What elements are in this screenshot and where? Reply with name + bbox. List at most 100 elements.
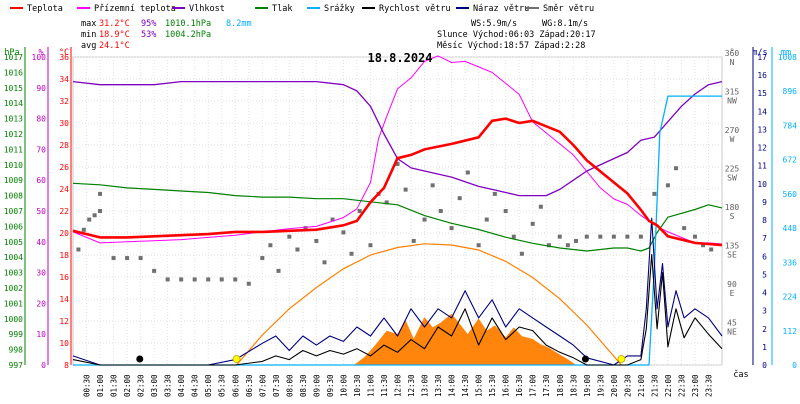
wind-dir-mark <box>701 243 706 248</box>
legend-label: Rychlost větru <box>379 4 451 14</box>
ms-tick-label: 17 <box>757 53 767 62</box>
x-tick-label: 21:00 <box>637 374 646 397</box>
temp-tick-label: 36 <box>59 53 69 62</box>
dir-tick-label: 360 <box>725 49 740 58</box>
wind-dir-mark <box>98 209 103 213</box>
x-tick-label: 18:00 <box>556 374 565 397</box>
wind-dir-mark <box>511 234 516 239</box>
temp-tick-label: 16 <box>59 273 69 282</box>
pct-axis-label: % <box>38 48 43 58</box>
x-tick-label: 07:30 <box>272 374 281 397</box>
temp-tick-label: 10 <box>59 339 69 348</box>
ms-tick-label: 7 <box>762 234 767 243</box>
wind-dir-mark <box>246 281 251 286</box>
wind-dir-mark <box>674 166 679 171</box>
dir-tick-name: S <box>730 212 735 221</box>
x-tick-label: 13:00 <box>421 374 430 397</box>
x-tick-label: 17:00 <box>529 374 538 397</box>
wind-dir-mark <box>368 243 373 248</box>
x-tick-label: 22:30 <box>677 374 686 397</box>
wind-dir-mark <box>403 187 408 192</box>
ms-tick-label: 2 <box>762 325 767 334</box>
wind-dir-mark <box>665 183 670 188</box>
pct-tick-label: 70 <box>36 145 46 154</box>
legend-label: Náraz větru <box>473 4 529 14</box>
hpa-tick-label: 1005 <box>4 238 23 247</box>
stats-avg-temp: 24.1°C <box>99 41 130 51</box>
hpa-tick-label: 1002 <box>4 284 23 293</box>
hpa-tick-label: 1003 <box>4 269 23 278</box>
stats-max-press: 1010.1hPa <box>165 19 211 29</box>
x-tick-label: 17:30 <box>542 374 551 397</box>
axes: hPa9979989991000100110021003100410051006… <box>4 47 797 397</box>
hpa-tick-label: 1017 <box>4 53 23 62</box>
wind-dir-mark <box>557 234 562 239</box>
sunset-marker <box>617 355 626 363</box>
temp-tick-label: 14 <box>59 295 69 304</box>
wind-dir-mark <box>357 209 362 213</box>
wind-dir-mark <box>682 226 687 231</box>
x-tick-label: 20:30 <box>623 374 632 397</box>
ms-tick-label: 11 <box>757 162 767 171</box>
stats-min-label: min <box>81 30 96 40</box>
x-tick-label: 14:30 <box>461 374 470 397</box>
wind-dir-mark <box>125 256 130 261</box>
pct-tick-label: 10 <box>36 330 46 339</box>
ms-tick-label: 10 <box>757 180 767 189</box>
wind-dir-mark <box>233 277 238 282</box>
stats-max-rain: 8.2mm <box>226 19 252 29</box>
x-tick-label: 23:30 <box>704 374 713 397</box>
dir-tick-label: 135 <box>725 242 740 251</box>
series-line-tlak <box>72 182 723 252</box>
x-tick-label: 08:00 <box>285 374 294 397</box>
x-tick-label: 23:00 <box>691 374 700 397</box>
x-tick-label: 15:30 <box>488 374 497 397</box>
temp-axis-label: °C <box>59 48 69 58</box>
x-tick-label: 11:30 <box>380 374 389 397</box>
hpa-tick-label: 1010 <box>4 161 23 170</box>
wind-dir-mark <box>465 170 470 175</box>
x-tick-label: 07:00 <box>258 374 267 397</box>
temp-tick-label: 30 <box>59 119 69 128</box>
wind-dir-mark <box>349 251 354 256</box>
wind-dir-mark <box>268 243 273 248</box>
info-wg: WG:8.1m/s <box>542 19 588 29</box>
wind-dir-mark <box>709 247 714 252</box>
wind-dir-mark <box>430 183 435 188</box>
wind-dir-mark <box>422 217 427 222</box>
pct-tick-label: 50 <box>36 207 46 216</box>
x-tick-label: 05:30 <box>218 374 227 397</box>
ms-tick-label: 13 <box>757 125 767 134</box>
temp-tick-label: 18 <box>59 251 69 260</box>
ms-tick-label: 8 <box>762 216 767 225</box>
info-moon: Měsíc Východ:18:57 Západ:2:28 <box>437 41 585 51</box>
wind-dir-mark <box>303 226 308 231</box>
dir-tick-label: 270 <box>725 126 740 135</box>
wind-dir-mark <box>287 234 292 239</box>
x-tick-label: 19:30 <box>596 374 605 397</box>
mm-tick-label: 896 <box>783 87 798 96</box>
wind-dir-mark <box>438 209 443 213</box>
wind-dir-mark <box>638 234 643 239</box>
pct-tick-label: 60 <box>36 176 46 185</box>
x-tick-label: 04:00 <box>177 374 186 397</box>
pct-tick-label: 0 <box>41 361 46 370</box>
legend-label: Teplota <box>27 4 63 14</box>
wind-dir-mark <box>192 277 197 282</box>
x-tick-label: 02:30 <box>137 374 146 397</box>
legend-label: Tlak <box>272 4 292 14</box>
wind-dir-mark <box>98 191 103 196</box>
wind-dir-mark <box>295 247 300 252</box>
x-tick-label: 06:00 <box>231 374 240 397</box>
wind-dir-mark <box>219 277 224 282</box>
hpa-tick-label: 1004 <box>4 253 23 262</box>
x-tick-label: 06:30 <box>245 374 254 397</box>
x-tick-label: 05:00 <box>204 374 213 397</box>
wind-dir-mark <box>519 251 524 256</box>
series-line-rychlost-vetru <box>72 253 723 366</box>
wind-dir-mark <box>492 191 497 196</box>
stats-avg-label: avg <box>81 41 96 51</box>
x-tick-label: 09:00 <box>312 374 321 397</box>
x-tick-label: 20:00 <box>610 374 619 397</box>
